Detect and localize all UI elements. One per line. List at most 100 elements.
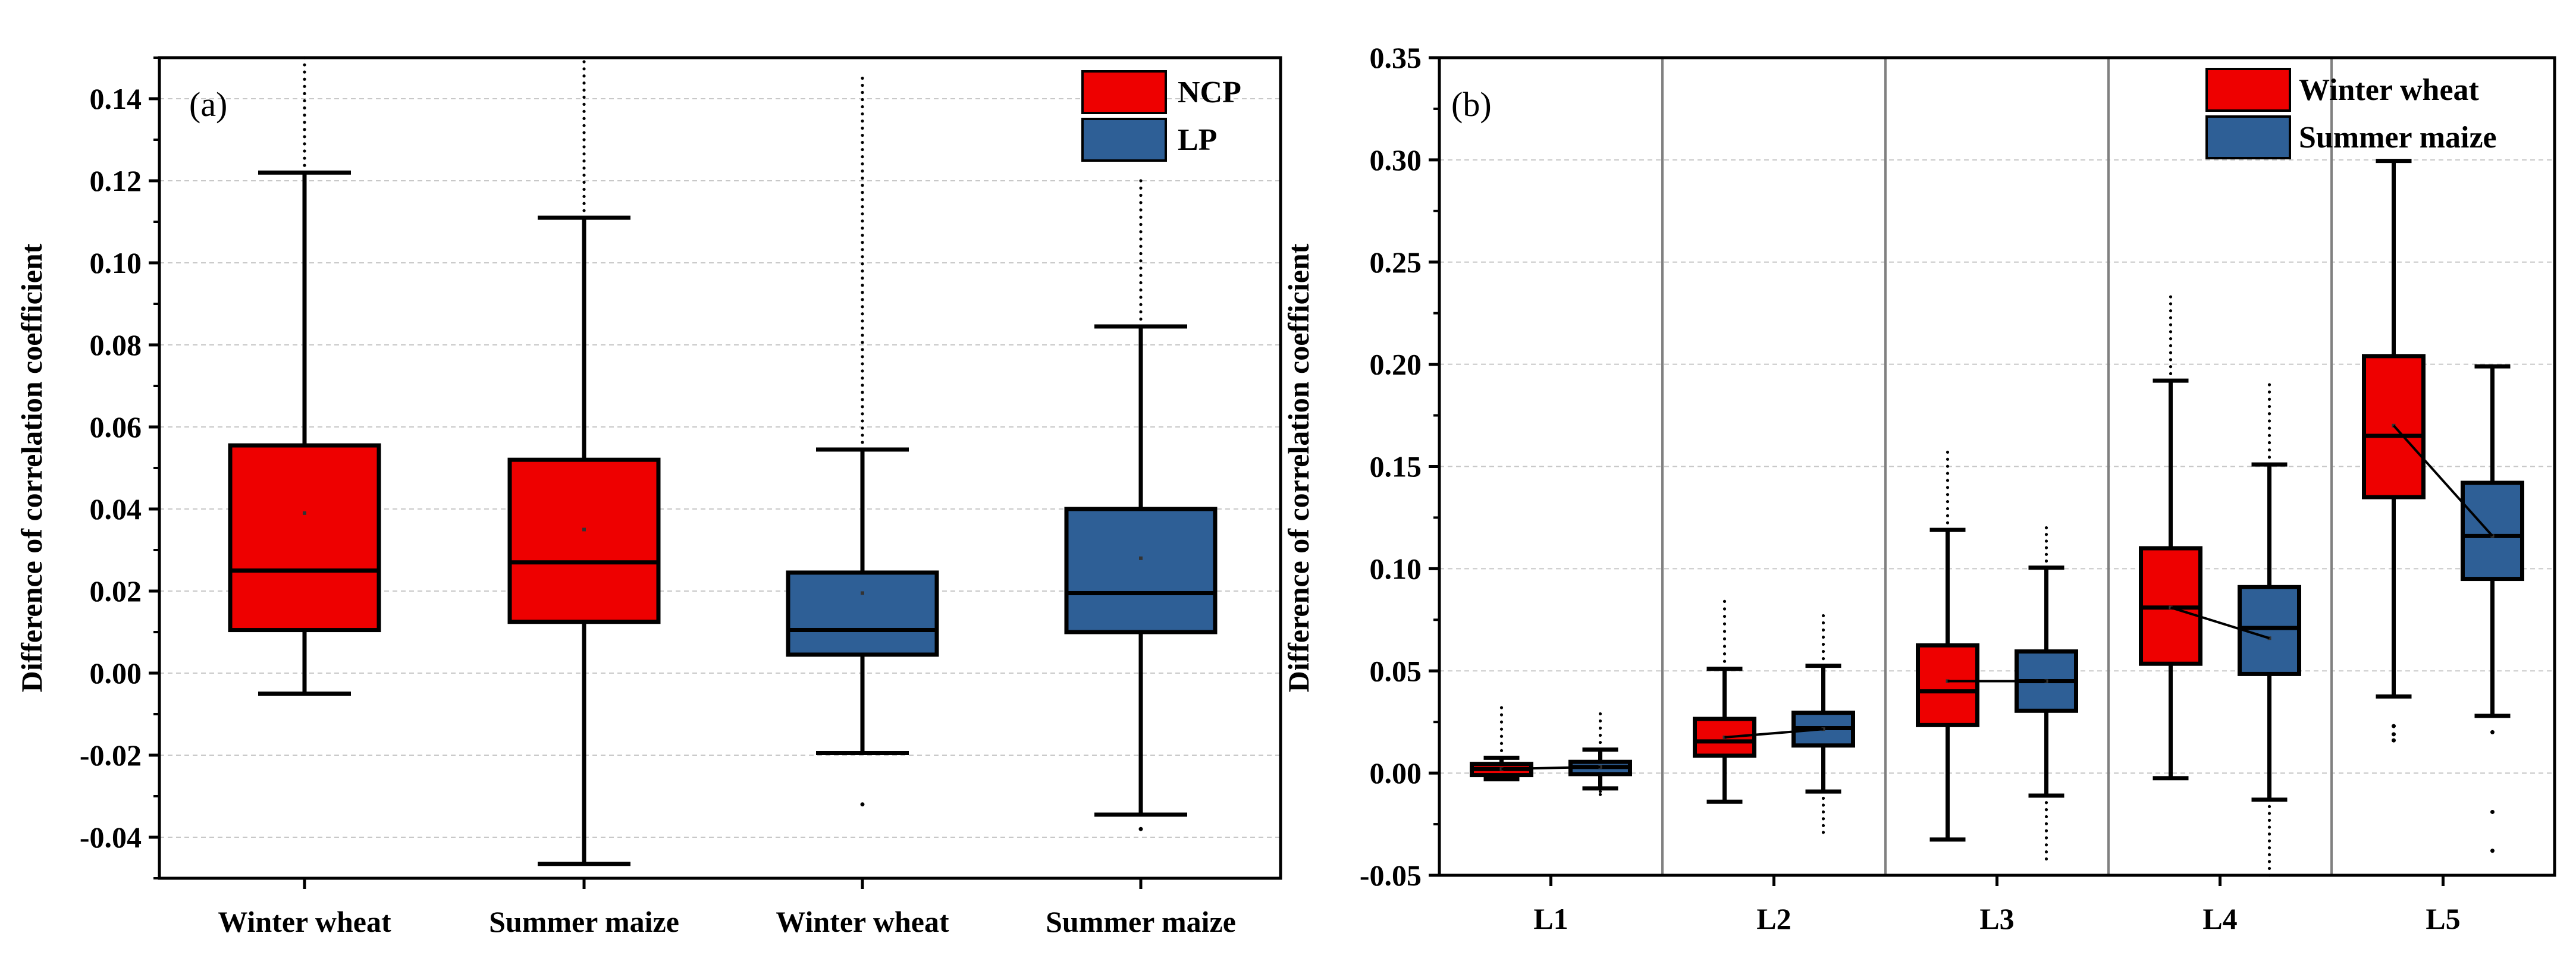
panel-a-box-1-outlier	[303, 99, 306, 103]
panel-b-box-l5-wheat-outlier	[2392, 738, 2396, 743]
panel-b-box-l4-maize-outlier	[2267, 383, 2271, 387]
panel-b-ytick-label: 0.15	[1370, 450, 1422, 483]
panel-b-box-l1-wheat-outlier	[1499, 749, 1504, 752]
panel-b-ytick-label: 0.30	[1370, 143, 1422, 177]
panel-b-box-l1-maize-outlier	[1598, 793, 1602, 796]
panel-b-mean-connector-l1	[1501, 765, 1601, 771]
panel-b-box-l4-wheat-outlier	[2169, 372, 2173, 375]
panel-a-box-2-outlier	[582, 67, 586, 71]
panel-b-xtick-label: L1	[1533, 902, 1568, 935]
panel-a-box-3-outlier	[861, 140, 864, 144]
panel-b-box-l3-maize-outlier	[2044, 533, 2048, 536]
panel-a-box-4-mean	[1139, 556, 1143, 560]
panel-b-box-l5-maize-outlier	[2490, 849, 2495, 853]
panel-b-box-l4-maize-outlier	[2267, 853, 2271, 856]
panel-b-box-l4-maize-outlier	[2267, 866, 2271, 871]
panel-b-box-l1-maize-outlier	[1598, 719, 1602, 723]
panel-a-box-2-outlier	[582, 88, 586, 92]
panel-b-box-l3-wheat-outlier	[1946, 486, 1950, 489]
panel-a-box-4-outlier	[1138, 827, 1143, 831]
panel-b-box-l2-maize-outlier	[1821, 649, 1825, 653]
panel-a-box-3-outlier	[861, 248, 864, 252]
panel-a-box-3-outlier	[861, 191, 864, 194]
panel-b-box-l4-maize-outlier	[2267, 812, 2271, 815]
panel-a-box-2-outlier	[582, 81, 586, 85]
panel-a-box-3-outlier	[861, 177, 864, 180]
panel-a-box-2-outlier	[582, 74, 586, 78]
panel-b-box-l4-wheat-outlier	[2169, 358, 2173, 362]
panel-a-box-1-outlier	[303, 164, 306, 167]
panel-a-box-3-outlier	[861, 426, 864, 430]
panel-a-box-3-outlier	[861, 162, 864, 166]
panel-b-box-l2-maize-outlier	[1821, 810, 1825, 814]
panel-a-box-3-outlier	[861, 112, 864, 116]
panel-b-ytick-label: 0.10	[1370, 552, 1422, 585]
panel-b-box-l4-wheat-outlier	[2169, 295, 2173, 299]
panel-a-box-3-outlier	[861, 155, 864, 159]
panel-a-box-3-outlier	[861, 234, 864, 237]
panel-b-box-l3-maize-outlier	[2044, 822, 2048, 825]
panel-b-box-l1-maize-outlier	[1598, 733, 1602, 737]
legend-b-swatch-winter-wheat	[2205, 68, 2291, 112]
panel-b-box-l4-maize-outlier	[2267, 433, 2271, 437]
panel-b-box-l4-wheat-outlier	[2169, 344, 2173, 348]
panel-a-box-2-outlier	[582, 95, 586, 99]
panel-a-box-3-outlier	[861, 119, 864, 123]
panel-b-box-l1-wheat-outlier	[1499, 742, 1504, 745]
panel-a-legend: NCP LP	[1081, 70, 1241, 162]
panel-a-box-3-mean	[861, 591, 864, 595]
panel-b-box-l3-maize-outlier	[2044, 857, 2048, 861]
panel-a-box-2-outlier	[582, 173, 586, 177]
panel-a-box-4-outlier	[1139, 252, 1143, 256]
panel-b-box-l2-wheat-outlier	[1722, 630, 1727, 633]
panel-a-box-3-outlier	[861, 219, 864, 223]
panel-b-ytick-label: 0.35	[1370, 41, 1422, 74]
panel-b-box-l4-wheat-outlier	[2169, 351, 2173, 354]
panel-a-box-3-outlier	[861, 334, 864, 337]
panel-a-box-1-outlier	[303, 106, 306, 110]
panel-a-box-3-outlier	[861, 355, 864, 359]
panel-b-ytick-label: 0.05	[1370, 654, 1422, 687]
panel-b-box-l4-wheat-outlier	[2169, 365, 2173, 369]
panel-b-box-l3-wheat-outlier	[1946, 472, 1950, 475]
panel-b-box-l1-wheat-outlier	[1499, 720, 1504, 724]
panel-a-box-3-outlier	[861, 169, 864, 173]
panel-b-box-l4-maize-outlier	[2267, 818, 2271, 822]
panel-a-ytick-label: 0.14	[90, 82, 142, 115]
panel-a-box-1-outlier	[303, 92, 306, 95]
panel-b-box-l2-maize-outlier	[1821, 614, 1825, 618]
panel-a-box-4-outlier	[1139, 193, 1143, 197]
panel-a-box-2-outlier	[582, 202, 586, 205]
panel-b-box-l4-maize-outlier	[2267, 860, 2271, 863]
panel-b-box-l4-maize-outlier	[2267, 448, 2271, 452]
panel-b-box-l2-maize-outlier	[1821, 796, 1825, 800]
panel-a-box-3-outlier	[861, 284, 864, 287]
panel-a-box-4-outlier	[1139, 274, 1143, 277]
panel-b-box-l4-maize-outlier	[2267, 832, 2271, 836]
panel-a-box-2-outlier	[582, 102, 586, 106]
panel-a-box-2-outlier	[582, 124, 586, 127]
panel-b-box-l2-maize-outlier	[1821, 831, 1825, 834]
panel-a-box-3-box	[786, 570, 939, 657]
panel-a-ytick-label: 0.12	[90, 164, 142, 197]
panel-a-box-3-outlier	[861, 369, 864, 373]
panel-a-box-1-outlier	[303, 77, 306, 81]
panel-a-box-2-mean	[582, 527, 586, 532]
panel-b-box-l1-wheat-outlier	[1499, 727, 1504, 731]
legend-b-winter-wheat-label: Winter wheat	[2299, 73, 2480, 107]
panel-b-box-l3-maize-outlier	[2044, 546, 2048, 549]
panel-a-ytick-label: 0.02	[90, 574, 142, 608]
panel-b-box-l1-maize-outlier	[1598, 726, 1602, 730]
panel-b-box-l1-maize-outlier	[1598, 712, 1602, 716]
panel-b-box-l3-maize-outlier	[2044, 552, 2048, 556]
panel-b-box-l3-maize-outlier	[2044, 836, 2048, 840]
panel-a-box-3-outlier	[861, 376, 864, 380]
panel-a-box-4-outlier	[1139, 281, 1143, 285]
panel-a-ylabel: Difference of correlation coefficient	[15, 243, 48, 692]
panel-a-box-3-outlier	[861, 105, 864, 109]
panel-b-box-l5-wheat-outlier	[2392, 724, 2396, 728]
panel-a-box-3-outlier	[861, 319, 864, 323]
panel-b-box-l4-maize-outlier	[2267, 455, 2271, 459]
panel-b-ytick-label: 0.20	[1370, 348, 1422, 381]
